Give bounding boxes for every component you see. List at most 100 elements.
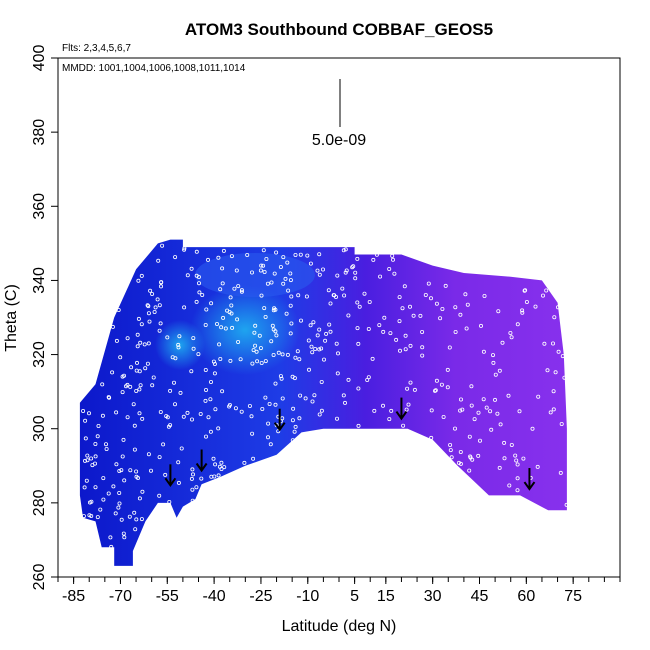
- sample-point: [261, 248, 266, 253]
- scale-label: 5.0e-09: [312, 132, 366, 149]
- sample-point: [423, 292, 428, 297]
- sample-point: [310, 399, 315, 404]
- sample-point: [81, 408, 86, 413]
- sample-point: [293, 355, 298, 360]
- sample-point: [356, 341, 361, 346]
- sample-point: [420, 345, 425, 350]
- sample-point: [536, 394, 541, 399]
- x-axis: -85 -70 -55 -40 -25 -10 5 15 30 45 60 75: [57, 577, 621, 605]
- sample-point: [253, 343, 258, 348]
- sample-point: [257, 333, 262, 338]
- sample-point: [83, 458, 88, 463]
- y-tick-label: 260: [31, 564, 48, 591]
- y-tick-label: 400: [31, 45, 48, 72]
- sample-point: [134, 517, 139, 522]
- sample-point: [303, 396, 308, 401]
- sample-point: [404, 407, 409, 412]
- sample-point: [229, 303, 234, 308]
- sample-point: [259, 360, 264, 365]
- sample-point: [319, 379, 324, 384]
- sample-point: [217, 342, 222, 347]
- sample-point: [292, 429, 297, 434]
- sample-point: [279, 376, 284, 381]
- sample-point: [136, 278, 141, 283]
- sample-point: [313, 346, 318, 351]
- sample-point: [142, 342, 147, 347]
- sample-point: [203, 387, 208, 392]
- sample-point: [214, 321, 219, 326]
- x-tick-label: 75: [564, 588, 582, 605]
- sample-point: [89, 514, 94, 519]
- sample-point: [515, 476, 520, 481]
- sample-point: [335, 273, 340, 278]
- sample-point: [134, 360, 139, 365]
- sample-point: [513, 453, 518, 458]
- sample-point: [273, 381, 278, 386]
- chart-title: ATOM3 Southbound COBBAF_GEOS5: [185, 20, 493, 39]
- sample-point: [245, 252, 250, 257]
- sample-point: [185, 410, 190, 415]
- sample-point: [551, 389, 556, 394]
- sample-point: [328, 301, 333, 306]
- sample-point: [216, 473, 221, 478]
- down-arrow-marker: [164, 464, 177, 488]
- sample-point: [104, 446, 109, 451]
- sample-point: [114, 338, 119, 343]
- arrow-head: [195, 462, 208, 473]
- sample-point: [448, 448, 453, 453]
- sample-point: [258, 268, 263, 273]
- sample-point: [453, 305, 458, 310]
- sample-point: [291, 406, 296, 411]
- sample-point: [191, 346, 196, 351]
- sample-point: [95, 515, 100, 520]
- sample-point: [298, 252, 303, 257]
- sample-point: [335, 371, 340, 376]
- sample-point: [122, 535, 127, 540]
- sample-point: [374, 252, 379, 257]
- sample-point: [477, 438, 482, 443]
- sample-point: [194, 299, 199, 304]
- sample-point: [150, 383, 155, 388]
- sample-point: [497, 368, 502, 373]
- sample-point: [274, 250, 279, 255]
- x-tick-label: -25: [249, 588, 272, 605]
- sample-point: [460, 407, 465, 412]
- sample-point: [441, 414, 446, 419]
- x-tick-label: 5: [350, 588, 359, 605]
- sample-point: [234, 268, 239, 273]
- arrow-markers: [164, 397, 536, 491]
- sample-point: [285, 352, 290, 357]
- sample-point: [157, 328, 162, 333]
- sample-point: [148, 468, 153, 473]
- sample-point: [185, 273, 190, 278]
- sample-point: [190, 467, 195, 472]
- arrow-head: [523, 481, 536, 491]
- sample-point: [95, 434, 100, 439]
- sample-point: [458, 461, 463, 466]
- sample-point: [362, 291, 367, 296]
- sample-point: [440, 306, 445, 311]
- sample-point: [377, 323, 382, 328]
- sample-point: [208, 379, 213, 384]
- cyan-region-1: [190, 285, 300, 375]
- sample-point: [458, 397, 463, 402]
- sample-point: [560, 354, 565, 359]
- sample-point: [428, 296, 433, 301]
- sample-point: [189, 417, 194, 422]
- sample-point: [114, 410, 119, 415]
- sample-point: [465, 302, 470, 307]
- sample-point: [390, 257, 395, 262]
- y-tick-label: 280: [31, 489, 48, 516]
- sample-point: [545, 368, 550, 373]
- sample-point: [132, 447, 137, 452]
- sample-point: [426, 281, 431, 286]
- sample-point: [145, 361, 150, 366]
- sample-point: [469, 384, 474, 389]
- y-tick-label: 340: [31, 267, 48, 294]
- sample-point: [355, 300, 360, 305]
- sample-point: [203, 322, 208, 327]
- sample-point: [492, 397, 497, 402]
- x-tick-label: 15: [377, 588, 395, 605]
- sample-point: [343, 270, 348, 275]
- sample-point: [108, 535, 113, 540]
